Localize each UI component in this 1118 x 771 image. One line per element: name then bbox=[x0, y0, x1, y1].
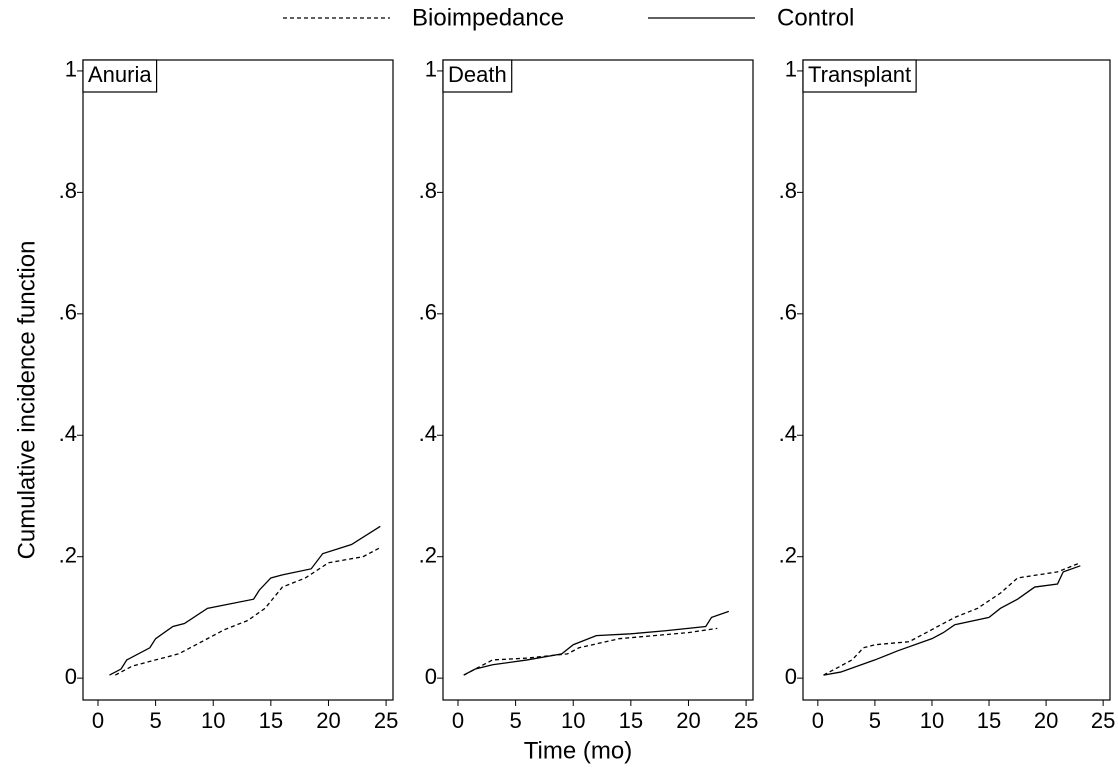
y-tick-label: .8 bbox=[779, 178, 797, 203]
x-tick-label: 20 bbox=[676, 708, 700, 733]
panel-title-box bbox=[802, 59, 917, 93]
series-line bbox=[463, 610, 730, 676]
y-tick-label: .6 bbox=[59, 300, 77, 325]
y-tick-label: .2 bbox=[779, 543, 797, 568]
y-tick-label: 0 bbox=[785, 664, 797, 689]
panel-title: Transplant bbox=[808, 62, 911, 87]
panel-title: Death bbox=[448, 62, 507, 87]
x-tick-label: 15 bbox=[619, 708, 643, 733]
x-axis-label: Time (mo) bbox=[524, 737, 632, 764]
y-tick-label: .4 bbox=[779, 421, 797, 446]
series-line bbox=[109, 525, 381, 676]
x-tick-label: 0 bbox=[452, 708, 464, 733]
x-tick-label: 25 bbox=[1091, 708, 1115, 733]
x-tick-label: 0 bbox=[812, 708, 824, 733]
y-tick-label: 0 bbox=[425, 664, 437, 689]
y-tick-label: .2 bbox=[59, 543, 77, 568]
legend-label: Bioimpedance bbox=[412, 4, 564, 31]
y-tick-label: .8 bbox=[59, 178, 77, 203]
y-tick-label: .6 bbox=[779, 300, 797, 325]
panel-title: Anuria bbox=[88, 62, 152, 87]
panel-title-box bbox=[442, 59, 513, 93]
y-tick-label: .4 bbox=[419, 421, 437, 446]
x-tick-label: 5 bbox=[149, 708, 161, 733]
y-tick-label: .8 bbox=[419, 178, 437, 203]
y-tick-label: 1 bbox=[65, 57, 77, 82]
x-tick-label: 0 bbox=[92, 708, 104, 733]
x-tick-label: 20 bbox=[1034, 708, 1058, 733]
series-line bbox=[114, 547, 381, 676]
y-tick-label: .4 bbox=[59, 421, 77, 446]
x-tick-label: 10 bbox=[561, 708, 585, 733]
x-tick-label: 10 bbox=[920, 708, 944, 733]
x-tick-label: 5 bbox=[869, 708, 881, 733]
plot-frame bbox=[82, 59, 394, 701]
legend-label: Control bbox=[777, 4, 854, 31]
x-tick-label: 15 bbox=[977, 708, 1001, 733]
series-line bbox=[463, 627, 718, 676]
x-tick-label: 20 bbox=[316, 708, 340, 733]
x-tick-label: 10 bbox=[201, 708, 225, 733]
y-tick-label: 1 bbox=[425, 57, 437, 82]
x-tick-label: 5 bbox=[509, 708, 521, 733]
y-tick-label: .2 bbox=[419, 543, 437, 568]
series-line bbox=[823, 562, 1081, 676]
x-tick-label: 25 bbox=[374, 708, 398, 733]
y-tick-label: 0 bbox=[65, 664, 77, 689]
y-tick-label: 1 bbox=[785, 57, 797, 82]
x-tick-label: 25 bbox=[734, 708, 758, 733]
panel-title-box bbox=[82, 59, 158, 93]
plot-frame bbox=[442, 59, 754, 701]
series-line bbox=[823, 565, 1081, 676]
x-tick-label: 15 bbox=[259, 708, 283, 733]
y-axis-label: Cumulative incidence function bbox=[13, 241, 40, 560]
plot-frame bbox=[802, 59, 1111, 701]
y-tick-label: .6 bbox=[419, 300, 437, 325]
